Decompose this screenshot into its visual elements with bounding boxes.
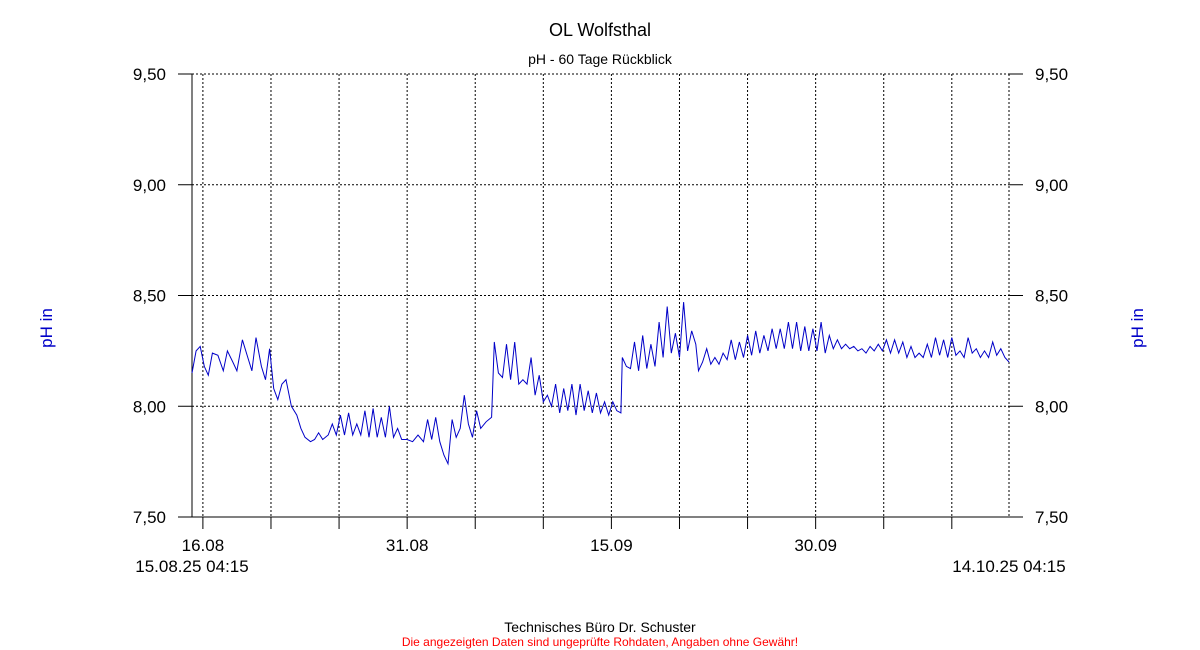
y-tick-label-left: 9,50 xyxy=(133,65,166,84)
y-ticks-right: 9,50 9,00 8,50 8,00 7,50 xyxy=(1035,65,1068,527)
grid xyxy=(192,73,1010,517)
x-ticks: 16.08 31.08 15.09 30.09 xyxy=(182,536,837,555)
x-tick-label: 31.08 xyxy=(386,536,429,555)
footer-disclaimer: Die angezeigten Daten sind ungeprüfte Ro… xyxy=(402,635,798,649)
y-tick-label-left: 9,00 xyxy=(133,176,166,195)
chart-title: OL Wolfsthal xyxy=(549,20,651,40)
ph-series-line xyxy=(191,302,1010,466)
x-tick-label: 16.08 xyxy=(182,536,225,555)
y-axis-label-left: pH in xyxy=(37,308,56,348)
footer-company: Technisches Büro Dr. Schuster xyxy=(504,619,696,635)
y-tick-label-left: 8,00 xyxy=(133,397,166,416)
y-tick-label-right: 7,50 xyxy=(1035,508,1068,527)
axes xyxy=(178,73,1023,529)
y-tick-label-right: 8,00 xyxy=(1035,397,1068,416)
x-tick-label: 30.09 xyxy=(794,536,837,555)
x-tick-label: 15.09 xyxy=(590,536,633,555)
x-start-label: 15.08.25 04:15 xyxy=(135,557,248,576)
chart-subtitle: pH - 60 Tage Rückblick xyxy=(528,51,673,67)
y-ticks-left: 9,50 9,00 8,50 8,00 7,50 xyxy=(133,65,166,527)
y-tick-label-right: 9,50 xyxy=(1035,65,1068,84)
y-tick-label-left: 7,50 xyxy=(133,508,166,527)
y-tick-label-right: 8,50 xyxy=(1035,287,1068,306)
y-axis-label-right: pH in xyxy=(1128,308,1147,348)
y-tick-label-left: 8,50 xyxy=(133,287,166,306)
x-end-label: 14.10.25 04:15 xyxy=(952,557,1065,576)
y-tick-label-right: 9,00 xyxy=(1035,176,1068,195)
